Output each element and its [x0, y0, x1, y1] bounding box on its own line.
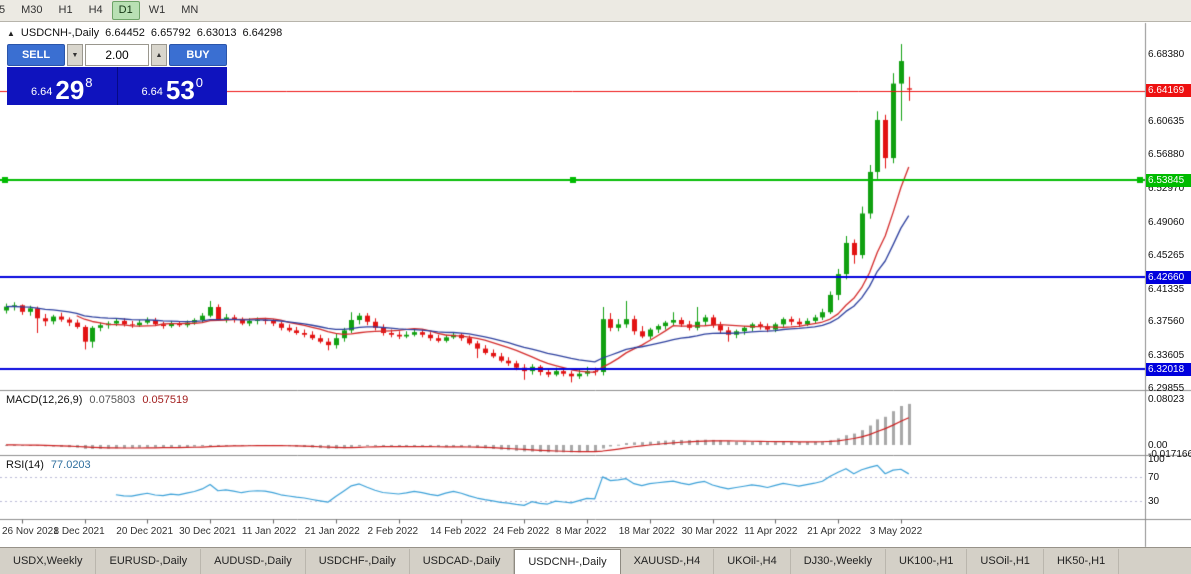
price-axis-label: 6.41335 [1148, 283, 1185, 295]
time-axis-label: 21 Jan 2022 [304, 526, 360, 537]
volume-up-button[interactable]: ▲ [151, 44, 167, 66]
time-axis-label: 26 Nov 2021 [2, 526, 59, 537]
macd-axis-label: -0.017166 [1148, 449, 1191, 461]
time-axis-label: 8 Dec 2021 [53, 526, 105, 537]
chart-tab[interactable]: USDCNH-,Daily [514, 549, 621, 574]
ohlc-high: 6.65792 [150, 27, 191, 39]
chart-tab[interactable]: HK50-,H1 [1044, 549, 1120, 574]
macd-axis-label: 0.00 [1148, 439, 1168, 451]
buy-price-display[interactable]: 6.64 53 0 [117, 67, 227, 105]
chart-tab[interactable]: USDCAD-,Daily [410, 549, 515, 574]
timeframe-button-d1[interactable]: D1 [111, 1, 140, 20]
price-axis-label: 6.45265 [1148, 249, 1185, 261]
volume-down-button[interactable]: ▼ [67, 44, 83, 66]
chart-tab[interactable]: DJ30-,Weekly [791, 549, 886, 574]
rsi-axis-label: 100 [1148, 454, 1165, 465]
timeframe-button-h4[interactable]: H4 [88, 4, 103, 16]
time-axis-label: 24 Feb 2022 [493, 526, 550, 537]
chart-tab[interactable]: UKOil-,H4 [714, 549, 791, 574]
chart-tabs: USDX,Weekly EURUSD-,Daily AUDUSD-,Daily USD… [0, 547, 1191, 574]
buy-price-big: 53 [165, 75, 195, 105]
time-axis-label: 21 Apr 2022 [807, 526, 862, 537]
timeframe-button-m30[interactable]: M30 [21, 4, 43, 16]
chart-symbol-label: USDCNH-,Daily [20, 27, 100, 39]
macd-value-main: 0.075803 [89, 394, 136, 406]
price-line-tag: 6.53845 [1146, 173, 1191, 187]
time-axis-label: 3 May 2022 [869, 526, 923, 537]
price-axis-label: 6.33605 [1148, 350, 1185, 362]
rsi-axis-label: 30 [1148, 496, 1160, 507]
ohlc-close: 6.64298 [242, 27, 283, 39]
price-axis: 6.68380 6.60635 6.56880 6.52970 6.49060 6.452… [1146, 0, 1191, 547]
price-line-tag: 6.64169 [1146, 84, 1191, 98]
sell-price-big: 29 [55, 75, 85, 105]
buy-button[interactable]: BUY [169, 44, 227, 66]
timeframe-button-5[interactable]: 5 [0, 4, 6, 16]
chart-tab[interactable]: AUDUSD-,Daily [201, 549, 306, 574]
price-line-tag: 6.32018 [1146, 362, 1191, 376]
price-axis-label: 6.60635 [1148, 116, 1185, 128]
macd-name: MACD(12,26,9) [6, 394, 83, 406]
rsi-value: 77.0203 [50, 459, 91, 471]
chart-tab[interactable]: USDX,Weekly [0, 549, 97, 574]
price-axis-label: 6.37560 [1148, 316, 1185, 328]
price-line-tag: 6.42660 [1146, 270, 1191, 284]
time-axis-label: 20 Dec 2021 [116, 526, 174, 537]
sell-button[interactable]: SELL [7, 44, 65, 66]
timeframe-toolbar: 5 M30 H1 H4 D1 W1 MN [0, 0, 1191, 22]
timeframe-button-mn[interactable]: MN [181, 4, 199, 16]
ohlc-low: 6.63013 [196, 27, 237, 39]
chart-ohlc-header: ▲ USDCNH-,Daily 6.64452 6.65792 6.63013 … [7, 27, 282, 39]
time-axis: 26 Nov 2021 8 Dec 2021 20 Dec 2021 30 Dec 2… [0, 519, 1145, 547]
ohlc-open: 6.64452 [105, 27, 145, 39]
price-axis-label: 6.29855 [1148, 382, 1185, 394]
rsi-name: RSI(14) [6, 459, 44, 471]
price-axis-label: 6.68380 [1148, 49, 1185, 61]
volume-input[interactable]: 2.00 [85, 44, 149, 66]
chart-tab[interactable]: UK100-,H1 [886, 549, 968, 574]
time-axis-label: 11 Apr 2022 [744, 526, 798, 537]
price-axis-label: 6.56880 [1148, 148, 1185, 160]
time-axis-label: 11 Jan 2022 [241, 526, 297, 537]
buy-price-sup: 0 [195, 75, 204, 90]
buy-price-small: 6.64 [141, 86, 163, 98]
sell-price-sup: 8 [85, 75, 93, 90]
time-axis-label: 18 Mar 2022 [618, 526, 675, 537]
macd-axis-label: 0.08023 [1148, 394, 1185, 405]
sell-price-small: 6.64 [30, 86, 53, 98]
rsi-axis-label: 70 [1148, 472, 1160, 483]
chart-tab[interactable]: EURUSD-,Daily [96, 549, 202, 574]
one-click-trading-panel: SELL ▼ 2.00 ▲ BUY 6.64 29 8 6.64 53 0 [7, 44, 227, 105]
timeframe-button-w1[interactable]: W1 [148, 4, 166, 16]
time-axis-label: 2 Feb 2022 [367, 526, 419, 537]
macd-value-signal: 0.057519 [142, 394, 189, 406]
time-axis-label: 14 Feb 2022 [430, 526, 487, 537]
time-axis-label: 8 Mar 2022 [555, 526, 607, 537]
time-axis-label: 30 Mar 2022 [681, 526, 738, 537]
rsi-label: RSI(14) 77.0203 [6, 459, 91, 471]
macd-label: MACD(12,26,9) 0.075803 0.057519 [6, 394, 188, 406]
chart-tab[interactable]: XAUUSD-,H4 [621, 549, 715, 574]
oneclick-collapse-icon[interactable]: ▲ [7, 28, 15, 38]
sell-price-display[interactable]: 6.64 29 8 [7, 67, 117, 105]
price-axis-label: 6.52970 [1148, 182, 1185, 194]
price-axis-label: 6.49060 [1148, 216, 1185, 228]
time-axis-label: 30 Dec 2021 [179, 526, 236, 537]
timeframe-button-h1[interactable]: H1 [58, 4, 73, 16]
chart-tab[interactable]: USDCHF-,Daily [306, 549, 410, 574]
chart-tab[interactable]: USOil-,H1 [967, 549, 1044, 574]
